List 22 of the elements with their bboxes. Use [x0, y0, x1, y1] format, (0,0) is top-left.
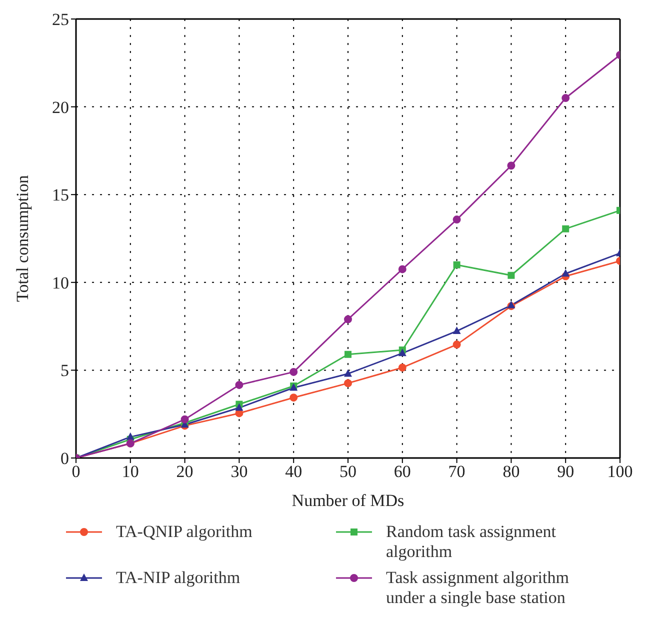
y-tick-label: 0: [60, 449, 69, 468]
y-axis-title: Total consumption: [13, 174, 32, 302]
y-tick-label: 20: [52, 98, 69, 117]
legend-label: TA-NIP algorithm: [116, 568, 240, 588]
x-tick-label: 90: [557, 462, 574, 482]
y-tick-label: 5: [60, 361, 69, 380]
x-tick-label: 80: [502, 462, 520, 482]
x-axis-title: Number of MDs: [292, 491, 404, 510]
x-tick-label: 40: [285, 462, 302, 482]
x-tick-label: 60: [394, 462, 411, 482]
legend-label: Random task assignment algorithm: [386, 522, 557, 562]
y-tick-label: 10: [52, 273, 69, 292]
x-tick-label: 70: [448, 462, 466, 482]
y-tick-label: 25: [52, 10, 69, 30]
x-tick-label: 50: [340, 462, 356, 482]
x-tick-label: 100: [607, 462, 633, 482]
legend-label: TA-QNIP algorithm: [116, 522, 252, 542]
y-tick-label: 15: [52, 186, 69, 205]
x-tick-label: 20: [176, 462, 194, 482]
x-tick-label: 10: [122, 462, 139, 482]
x-tick-label: 30: [230, 462, 248, 482]
legend-label: Task assignment algorithm under a single base station: [386, 568, 570, 608]
